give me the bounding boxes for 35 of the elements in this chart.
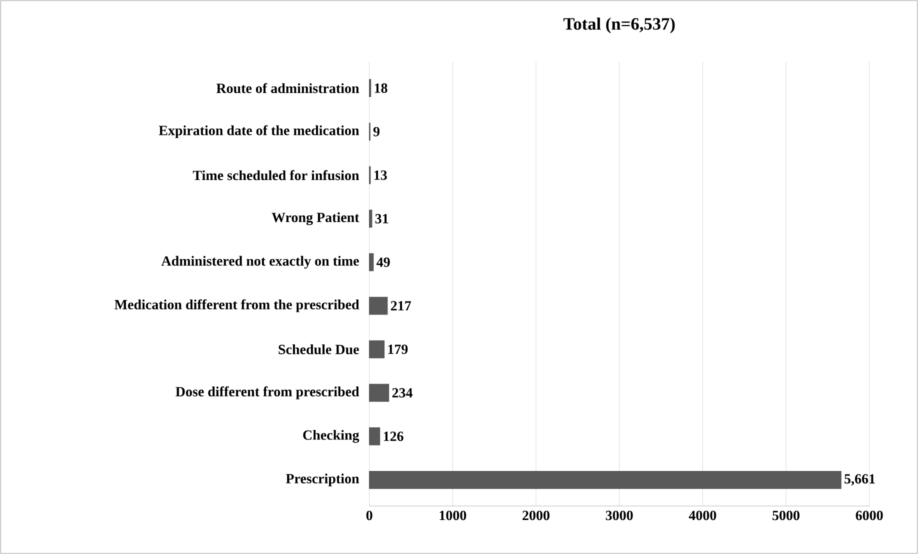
data-label: 126 [384, 432, 404, 442]
y-tick-label: Wrong Patient [272, 212, 360, 226]
y-tick-label: Expiration date of the medication [158, 125, 360, 138]
data-label: 18 [374, 83, 388, 93]
bar [369, 253, 374, 272]
y-tick-label: Prescription [286, 474, 360, 486]
data-label: 234 [392, 388, 412, 398]
y-tick-label: Checking [303, 430, 360, 443]
x-tick-label: 3000 [606, 510, 633, 520]
y-tick-label: Time scheduled for infusion [192, 170, 360, 180]
y-tick-label: Route of administration [216, 83, 360, 94]
data-label: 217 [390, 301, 411, 310]
x-tick-label: 2000 [522, 510, 550, 520]
y-tick-label: Dose different from prescribed [176, 386, 360, 400]
bar [369, 384, 390, 402]
x-tick-label: 6000 [856, 510, 883, 520]
x-tick-label: 0 [366, 510, 372, 520]
bar [369, 470, 842, 489]
bar [369, 427, 380, 446]
bar [369, 340, 385, 358]
x-tick-label: 5000 [772, 510, 800, 520]
x-tick-label: 1000 [440, 510, 466, 520]
data-label: 13 [374, 170, 387, 180]
y-tick-label: Medication different from the prescribed [114, 299, 360, 312]
data-label: 31 [375, 214, 388, 224]
data-label: 5,661 [844, 474, 875, 486]
data-label: 49 [376, 258, 390, 267]
data-label: 9 [373, 126, 380, 136]
data-label: 179 [388, 344, 408, 354]
x-tick-label: 4000 [688, 510, 716, 520]
y-tick-label: Administered not exactly on time [161, 256, 359, 269]
bar [369, 296, 388, 315]
bar [369, 210, 372, 228]
y-tick-label: Schedule Due [278, 344, 359, 354]
chart-title: Total (n=6,537) [563, 18, 675, 34]
